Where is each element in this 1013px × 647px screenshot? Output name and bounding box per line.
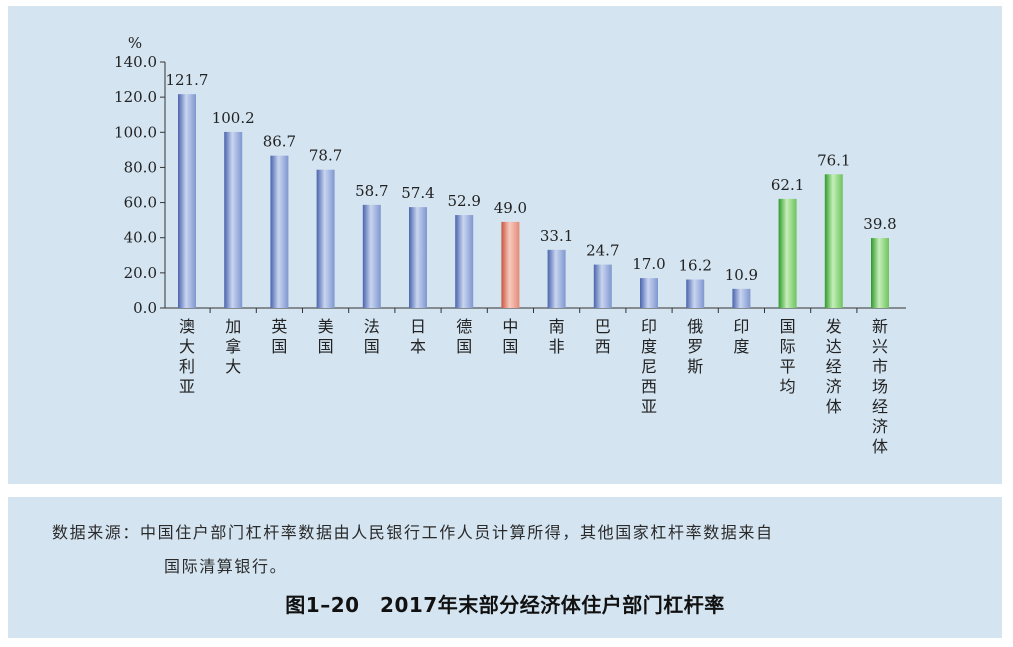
value-label: 78.7 <box>309 147 342 165</box>
category-label: 美国 <box>318 317 334 356</box>
value-label: 57.4 <box>401 184 434 202</box>
value-label: 49.0 <box>494 199 527 217</box>
category-label: 印度 <box>733 317 749 356</box>
category-label: 俄罗斯 <box>687 317 703 376</box>
category-label: 英国 <box>271 317 287 356</box>
category-label: 中国 <box>502 317 518 356</box>
value-label: 76.1 <box>817 151 850 169</box>
bar-10 <box>593 264 612 308</box>
bar-16 <box>871 238 889 308</box>
chart-panel: % 0.0 20.0 40.0 60.0 80.0 100.0 120.0 140.0 121.7… <box>8 6 1002 484</box>
value-label: 121.7 <box>166 71 209 89</box>
y-tick-label: 0.0 <box>133 299 157 317</box>
category-label: 法国 <box>364 317 380 356</box>
category-label: 澳大利亚 <box>179 317 195 396</box>
y-tick-label: 80.0 <box>124 158 157 176</box>
category-label: 日本 <box>410 317 426 356</box>
y-tick-label: 120.0 <box>114 88 157 106</box>
bar-15 <box>824 174 843 308</box>
value-label: 86.7 <box>263 133 296 151</box>
bar-8 <box>501 221 520 308</box>
source-panel: 数据来源：中国住户部门杠杆率数据由人民银行工作人员计算所得，其他国家杠杆率数据来… <box>8 497 1002 638</box>
value-label: 52.9 <box>447 192 480 210</box>
category-label: 国际平均 <box>780 317 796 396</box>
figure-caption: 图1–20 2017年末部分经济体住户部门杠杆率 <box>285 593 725 617</box>
value-label: 10.9 <box>725 266 758 284</box>
bar-6 <box>409 207 427 308</box>
bar-4 <box>316 169 335 308</box>
bar-7 <box>455 215 474 308</box>
y-tick-label: 20.0 <box>124 264 157 282</box>
bar-5 <box>362 204 381 308</box>
category-label: 德国 <box>456 317 472 356</box>
bar-13 <box>732 288 751 308</box>
category-label: 加拿大 <box>225 317 241 376</box>
value-label: 100.2 <box>212 109 255 127</box>
category-label: 印度尼西亚 <box>641 317 657 416</box>
bar-chart: % 0.0 20.0 40.0 60.0 80.0 100.0 120.0 140.0 121.7… <box>114 34 906 456</box>
category-label: 新兴市场经济体 <box>872 317 888 456</box>
bar-1 <box>178 94 196 308</box>
bar-3 <box>270 155 289 308</box>
source-note-line-1: 数据来源：中国住户部门杠杆率数据由人民银行工作人员计算所得，其他国家杠杆率数据来… <box>52 523 774 542</box>
category-label: 南非 <box>549 317 565 356</box>
category-label: 发达经济体 <box>826 317 842 416</box>
value-label: 39.8 <box>863 215 896 233</box>
y-axis-unit-label: % <box>128 34 142 52</box>
source-note-line-2: 国际清算银行。 <box>164 557 288 576</box>
value-label: 58.7 <box>355 182 388 200</box>
category-label: 巴西 <box>595 317 611 356</box>
bar-11 <box>640 278 658 308</box>
y-tick-label: 100.0 <box>114 123 157 141</box>
value-label: 33.1 <box>540 227 573 245</box>
y-tick-label: 140.0 <box>114 53 157 71</box>
value-label: 62.1 <box>771 176 804 194</box>
bar-12 <box>686 279 705 308</box>
value-label: 24.7 <box>586 242 619 260</box>
value-label: 17.0 <box>632 255 665 273</box>
y-tick-label: 60.0 <box>124 194 157 212</box>
bar-9 <box>547 249 566 308</box>
bar-14 <box>778 198 797 308</box>
y-tick-label: 40.0 <box>124 229 157 247</box>
value-label: 16.2 <box>678 257 711 275</box>
bar-2 <box>224 131 243 308</box>
